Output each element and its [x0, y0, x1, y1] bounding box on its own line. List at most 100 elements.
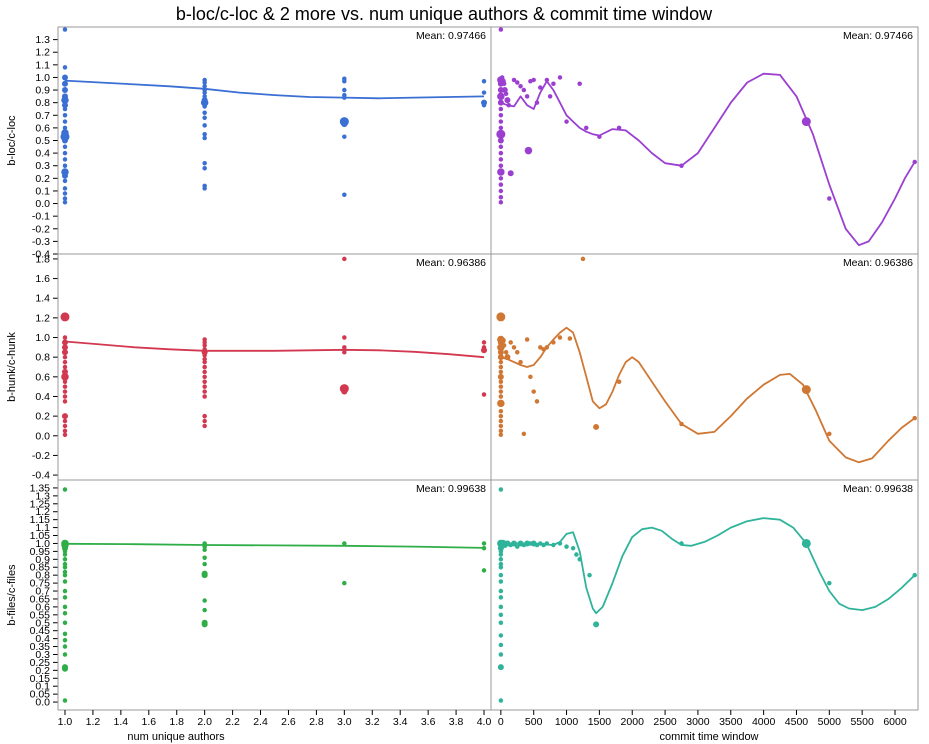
panel-content — [60, 27, 488, 205]
data-point — [481, 90, 487, 95]
data-point — [62, 610, 68, 616]
smoother-line — [500, 326, 916, 464]
data-point — [61, 373, 69, 381]
data-point — [202, 359, 207, 365]
x-tick-label: 2.6 — [281, 716, 296, 728]
y-tick-label: 0.75 — [30, 578, 51, 590]
data-point — [62, 631, 68, 637]
data-point — [342, 192, 347, 197]
data-point — [827, 580, 832, 586]
x-tick-label: 3500 — [719, 716, 743, 728]
data-point — [498, 369, 504, 375]
data-point — [497, 664, 504, 671]
data-point — [202, 135, 207, 141]
data-point — [201, 572, 208, 579]
x-axis-label-commit-window: commit time window — [659, 731, 758, 743]
y-tick-label: 1.35 — [30, 482, 51, 494]
y-tick-label: -0.3 — [32, 236, 50, 248]
data-point — [61, 102, 68, 109]
data-point — [62, 163, 68, 168]
y-tick-label: 1.6 — [35, 273, 50, 285]
mean-label: Mean: 0.96386 — [843, 257, 913, 269]
data-point — [342, 580, 347, 586]
x-tick-label: 1.4 — [114, 716, 129, 728]
y-tick-label: 0.3 — [35, 649, 50, 661]
data-point — [202, 547, 207, 553]
data-point — [62, 620, 68, 626]
y-tick-label: 1.4 — [35, 293, 50, 305]
data-point — [62, 157, 68, 162]
data-point — [202, 90, 207, 95]
x-tick-label: 2.0 — [197, 716, 212, 728]
data-point — [62, 191, 68, 196]
data-point — [496, 312, 506, 322]
y-tick-label: 0.6 — [35, 601, 50, 613]
data-point — [498, 561, 504, 567]
data-point — [593, 621, 600, 628]
y-tick-label: 0.85 — [30, 562, 51, 574]
data-point — [501, 87, 508, 94]
data-point — [62, 335, 68, 340]
data-point — [202, 607, 207, 613]
y-tick-label: 0.5 — [35, 135, 50, 147]
data-point — [62, 106, 68, 112]
data-point — [531, 389, 536, 394]
data-point — [531, 77, 536, 83]
x-tick-label: 500 — [525, 716, 543, 728]
mean-label: Mean: 0.97466 — [843, 30, 913, 42]
data-point — [544, 77, 550, 83]
data-point — [62, 549, 68, 554]
y-tick-label: 0.45 — [30, 625, 51, 637]
data-point — [498, 163, 504, 168]
data-point — [62, 552, 68, 557]
x-tick-label: 5000 — [818, 716, 842, 728]
data-point — [62, 637, 68, 643]
data-point — [62, 698, 68, 703]
data-point — [504, 97, 511, 104]
y-axis-label: b-files/c-files — [6, 564, 18, 626]
data-point — [547, 94, 553, 99]
data-point — [521, 431, 527, 437]
y-tick-label: 0.7 — [35, 110, 50, 122]
mean-label: Mean: 0.96386 — [416, 257, 486, 269]
data-point — [61, 172, 68, 179]
data-point — [62, 359, 68, 365]
data-point — [511, 345, 517, 350]
y-tick-label: 0.8 — [35, 570, 50, 582]
y-tick-label: 0.9 — [35, 554, 50, 566]
data-point — [518, 359, 523, 365]
data-point — [497, 92, 505, 101]
y-tick-label: 0.2 — [35, 411, 50, 423]
y-tick-label: 0.0 — [35, 697, 50, 709]
data-point — [498, 423, 504, 429]
data-point — [521, 87, 527, 93]
data-point — [524, 337, 530, 342]
data-point — [557, 335, 563, 340]
data-point — [61, 344, 68, 351]
data-point — [202, 84, 207, 89]
data-point — [62, 644, 68, 649]
y-tick-label: 0.25 — [30, 657, 51, 669]
data-point — [498, 195, 504, 200]
x-tick-label: 1.6 — [141, 716, 156, 728]
data-point — [501, 81, 507, 86]
x-tick-label: 4500 — [785, 716, 809, 728]
y-tick-label: 0.2 — [35, 665, 50, 677]
x-tick-label: 2000 — [621, 716, 645, 728]
y-tick-label: 0.6 — [35, 122, 50, 134]
panel-frame — [490, 479, 919, 711]
data-point — [498, 188, 504, 194]
data-point — [507, 170, 514, 177]
y-tick-label: 0.1 — [35, 185, 50, 197]
data-point — [61, 87, 68, 94]
data-point — [498, 620, 504, 626]
data-point — [498, 200, 504, 205]
panel-r2-c1: Mean: 0.99638 — [490, 479, 919, 711]
panel-r0-c0: Mean: 0.97466 — [57, 26, 492, 255]
data-point — [61, 137, 68, 144]
panel-frame — [57, 26, 492, 255]
data-point — [498, 564, 504, 570]
data-point — [538, 85, 543, 90]
data-point — [497, 168, 505, 176]
x-tick-label: 3.6 — [421, 716, 436, 728]
